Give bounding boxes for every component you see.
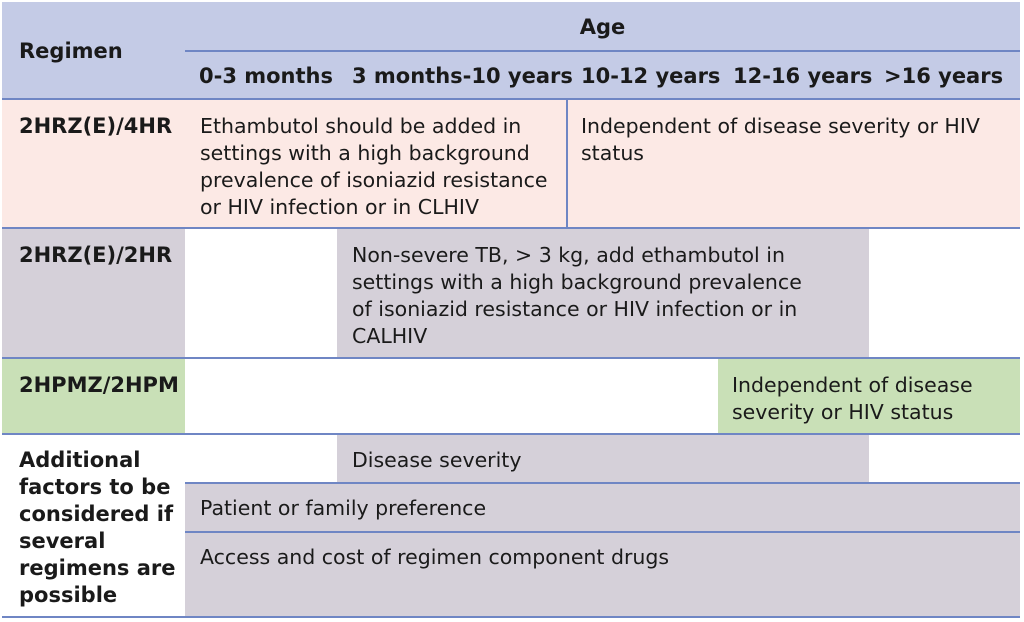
- age-header: Age: [579, 15, 626, 39]
- row1-regimen-bg: [2, 100, 185, 227]
- age-col-0-3-months: 0-3 months: [199, 64, 333, 88]
- line-header-bottom: [2, 98, 1020, 100]
- line-row1-bottom: [2, 227, 1020, 229]
- row3-regimen: 2HPMZ/2HPM: [19, 373, 179, 397]
- age-col-3m-10y: 3 months-10 years: [352, 64, 573, 88]
- age-col-over-16y: >16 years: [884, 64, 1004, 88]
- line-table-bottom: [2, 616, 1020, 618]
- factor-disease-severity: Disease severity: [352, 448, 522, 472]
- factor-patient-preference: Patient or family preference: [200, 496, 487, 520]
- factor-access-cost: Access and cost of regimen component dru…: [200, 545, 670, 569]
- line-factor-1-bottom: [185, 482, 1020, 484]
- line-row3-bottom: [2, 433, 1020, 435]
- row2-regimen-bg: [2, 229, 185, 357]
- line-age-under: [185, 50, 1020, 52]
- regimen-header: Regimen: [19, 39, 123, 63]
- row4-regimen: Additional factors to be considered if s…: [19, 448, 176, 607]
- row1-cell-b-text: Independent of disease severity or HIV s…: [581, 114, 980, 165]
- row3-regimen-bg: [2, 359, 185, 433]
- line-factor-2-bottom: [185, 531, 1020, 533]
- row2-cell-bg: [337, 229, 869, 357]
- row1-cell-a-text: Ethambutol should be added in settings w…: [200, 114, 548, 219]
- row1-regimen: 2HRZ(E)/4HR: [19, 114, 173, 138]
- row2-cell-text: Non-severe TB, > 3 kg, add ethambutol in…: [352, 243, 802, 348]
- age-col-10-12y: 10-12 years: [581, 64, 721, 88]
- row1-cell-b-bg: [567, 100, 1020, 227]
- factor-1-bg: [337, 435, 869, 482]
- age-col-12-16y: 12-16 years: [733, 64, 873, 88]
- line-row1-divider: [566, 100, 568, 227]
- row3-cell-bg: [718, 359, 1020, 433]
- line-row2-bottom: [2, 357, 1020, 359]
- factor-3-bg: [185, 533, 1020, 616]
- row2-regimen: 2HRZ(E)/2HR: [19, 243, 173, 267]
- row1-cell-a-bg: [185, 100, 567, 227]
- row3-cell-text: Independent of disease severity or HIV s…: [732, 373, 973, 424]
- factor-2-bg: [185, 484, 1020, 531]
